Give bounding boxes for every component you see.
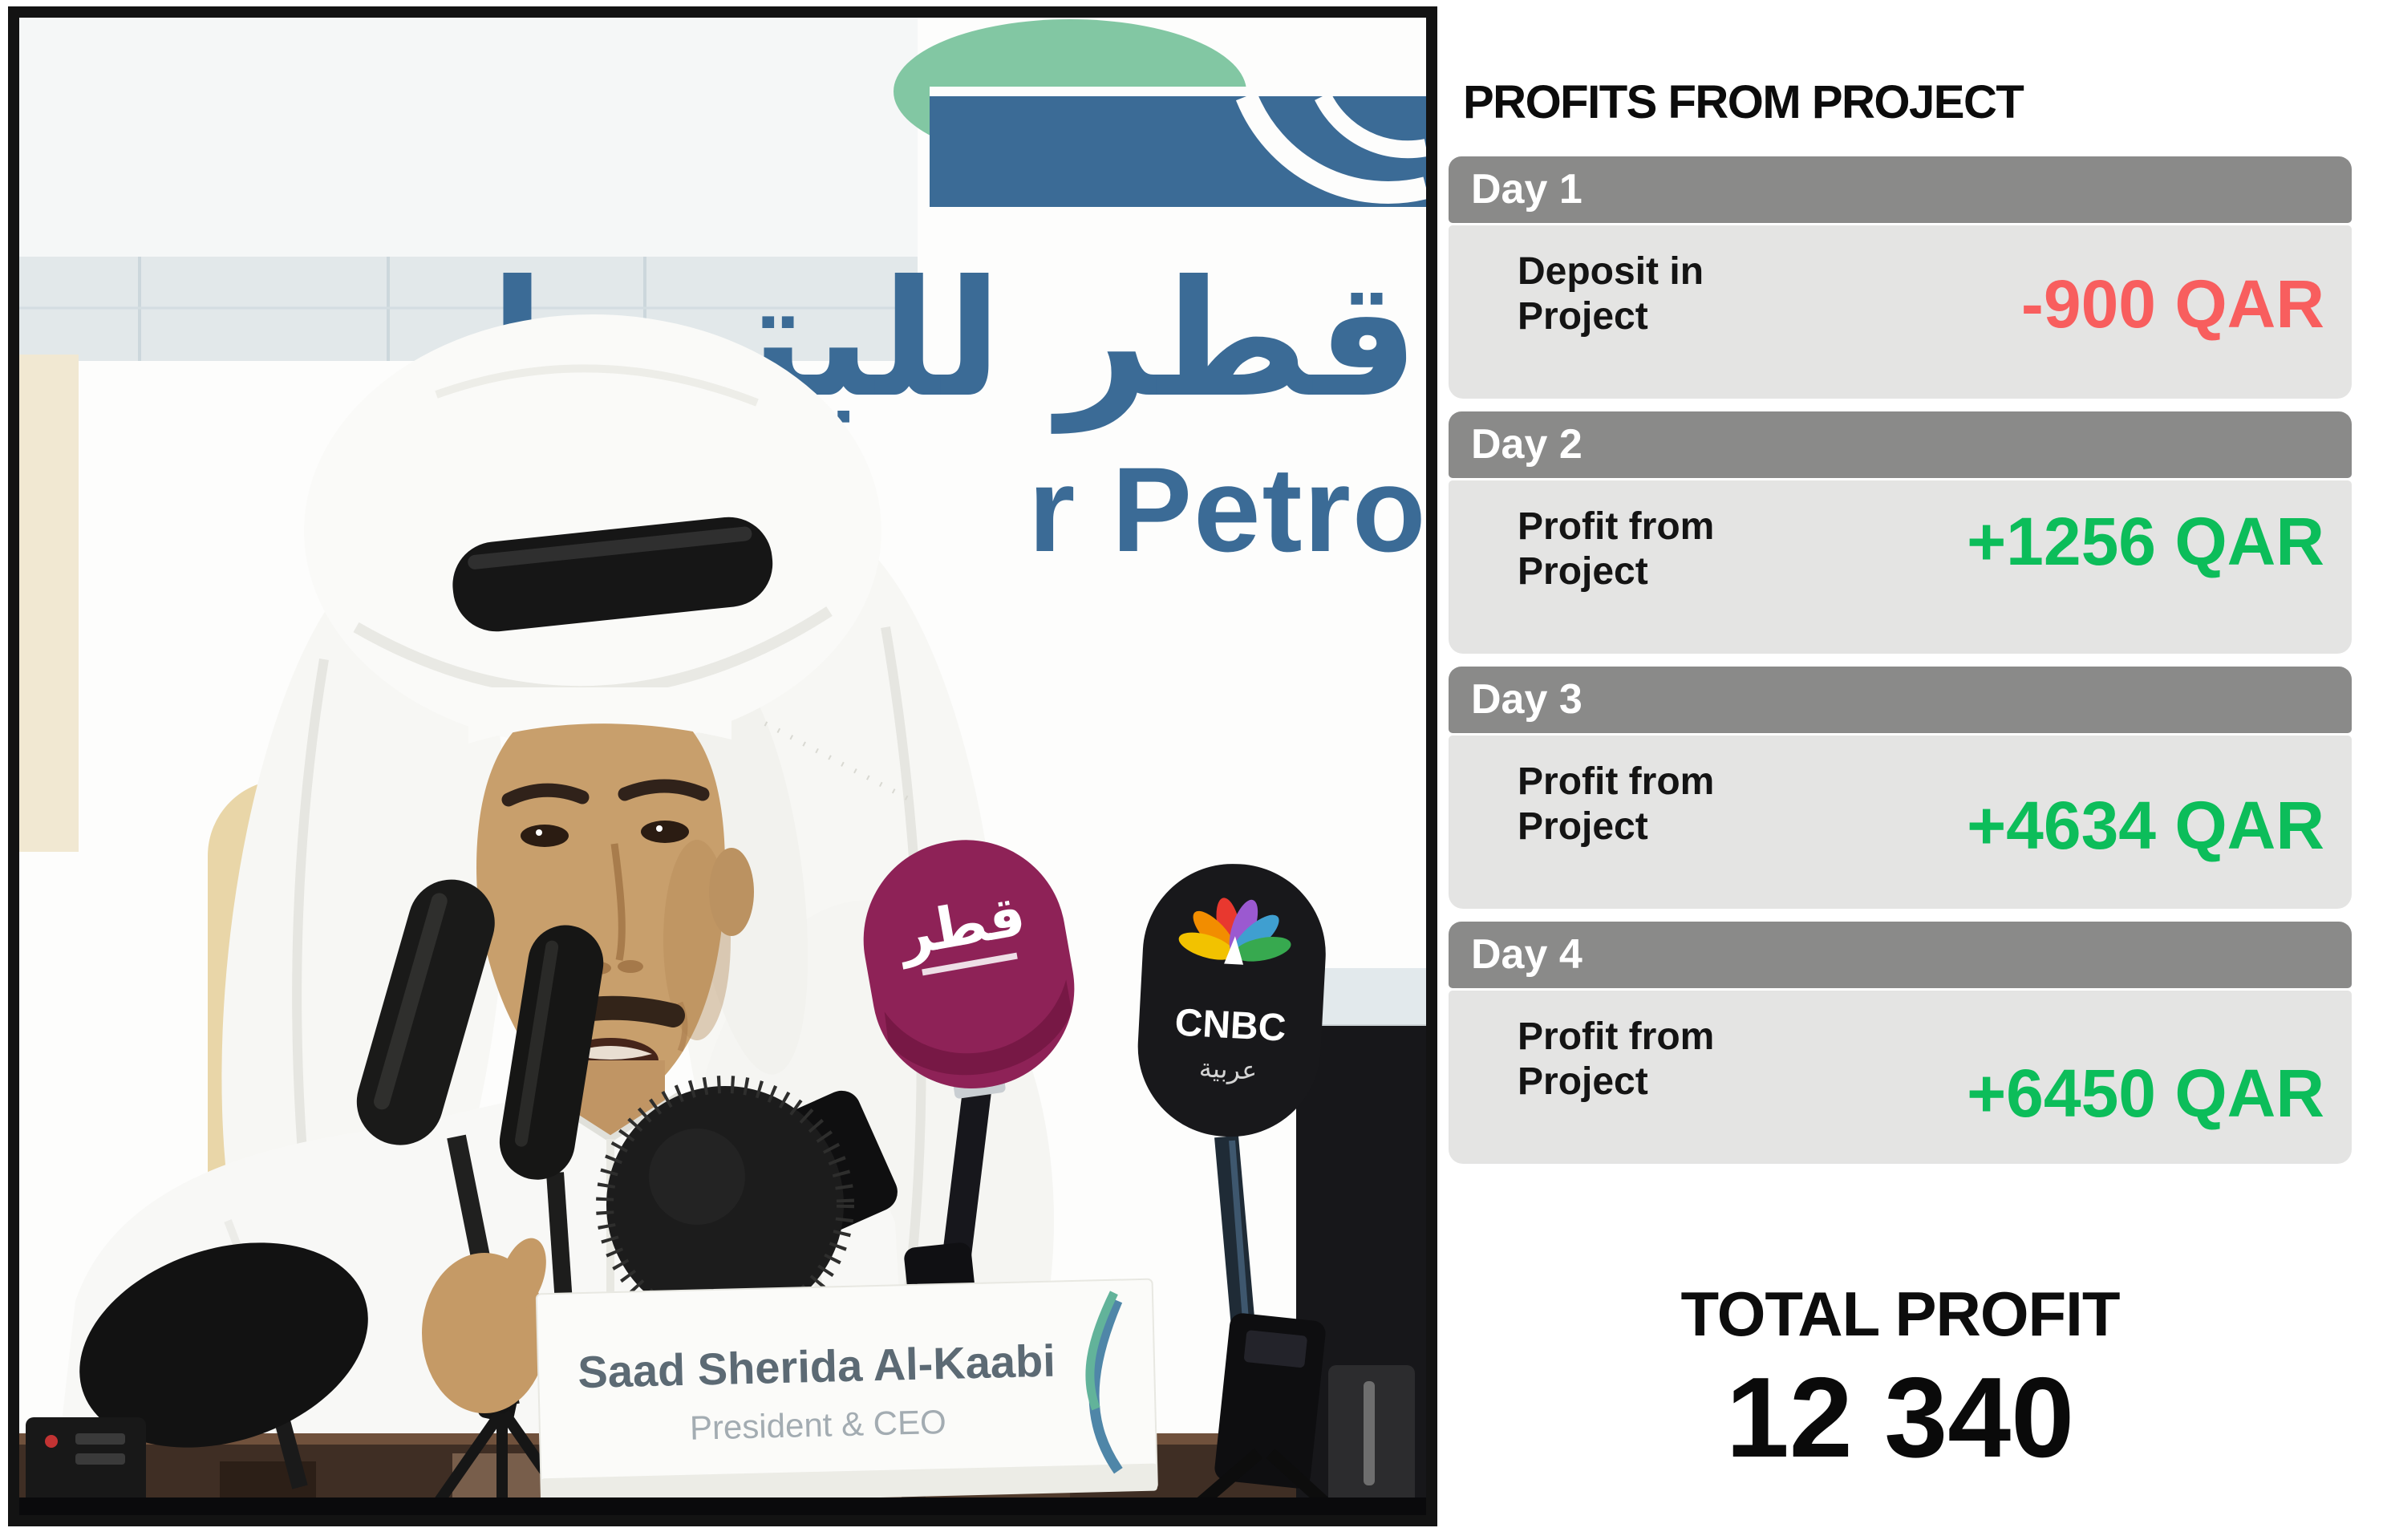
day-3-item-label: Profit from Project <box>1518 760 1715 848</box>
day-2-body: Profit from Project +1256 QAR <box>1449 480 2352 654</box>
qatar-petroleum-logo <box>894 19 1426 207</box>
day-2-card: Day 2 Profit from Project +1256 QAR <box>1449 411 2352 654</box>
panel-title: PROFITS FROM PROJECT <box>1463 76 2024 128</box>
press-photo-illustration: قطر للبترول r Petrole <box>19 18 1426 1515</box>
cnbc-mic-label: CNBC <box>1173 1001 1287 1049</box>
furry-windscreen-mic <box>596 1076 898 1387</box>
day-2-header: Day 2 <box>1449 411 2352 478</box>
curtain-edge <box>19 355 79 852</box>
hand <box>422 1238 547 1413</box>
day-3-card: Day 3 Profit from Project +4634 QAR <box>1449 667 2352 909</box>
nameplate-swoosh-green <box>1085 1291 1118 1411</box>
day-1-card: Day 1 Deposit in Project -900 QAR <box>1449 156 2352 399</box>
day-3-body: Profit from Project +4634 QAR <box>1449 736 2352 909</box>
agal-band <box>452 517 773 632</box>
day-1-body: Deposit in Project -900 QAR <box>1449 225 2352 399</box>
qatar-tv-mic: قطر <box>863 840 1075 1396</box>
day-4-body: Profit from Project +6450 QAR <box>1449 991 2352 1164</box>
nameplate-title: President & CEO <box>689 1403 946 1447</box>
day-1-item-label: Deposit in Project <box>1518 250 1704 338</box>
total-profit-label: TOTAL PROFIT <box>1680 1279 2121 1349</box>
logo-latin-text: r Petrole <box>1028 442 1426 577</box>
cnbc-mic-arabic-label: عربية <box>1198 1052 1258 1086</box>
foam-mic-left <box>79 1242 368 1489</box>
day-4-value: +6450 QAR <box>1967 1056 2324 1131</box>
day-3-value: +4634 QAR <box>1967 788 2324 863</box>
audio-recorder-box <box>26 1417 146 1515</box>
press-conference-photo: قطر للبترول r Petrole <box>8 6 1437 1526</box>
day-cards: Day 1 Deposit in Project -900 QAR Day 2 … <box>1449 156 2352 1177</box>
day-4-item-label: Profit from Project <box>1518 1015 1715 1103</box>
nbc-peacock-icon <box>1178 898 1291 965</box>
day-4-card: Day 4 Profit from Project +6450 QAR <box>1449 922 2352 1164</box>
headdress-dome <box>304 314 881 748</box>
day-1-value: -900 QAR <box>2020 266 2324 342</box>
day-2-item-label: Profit from Project <box>1518 505 1715 593</box>
nameplate-name: Saad Sherida Al-Kaabi <box>577 1335 1056 1398</box>
day-1-header: Day 1 <box>1449 156 2352 223</box>
total-profit-value: 12 340 <box>1725 1354 2075 1481</box>
nameplate: Saad Sherida Al-Kaabi President & CEO <box>535 1278 1158 1506</box>
day-4-header: Day 4 <box>1449 922 2352 988</box>
day-3-header: Day 3 <box>1449 667 2352 733</box>
cnbc-mic: CNBC عربية <box>1137 864 1326 1383</box>
profits-panel: PROFITS FROM PROJECT Day 1 Deposit in Pr… <box>1449 0 2352 1540</box>
day-2-value: +1256 QAR <box>1967 504 2324 579</box>
